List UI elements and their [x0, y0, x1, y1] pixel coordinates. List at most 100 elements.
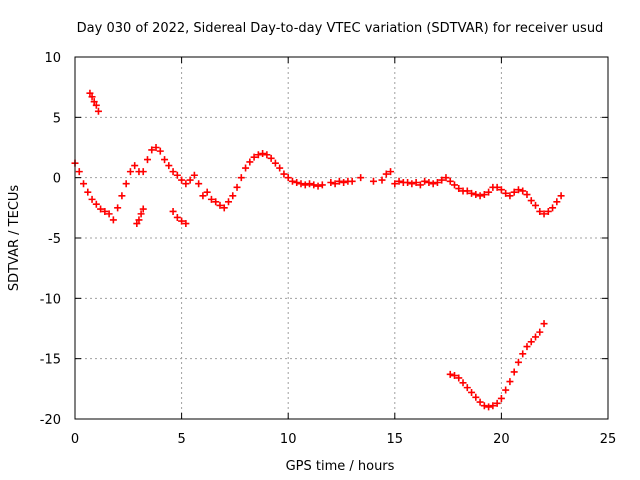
data-point [502, 386, 510, 394]
data-point [173, 171, 181, 179]
data-point [169, 207, 177, 215]
data-point [86, 89, 94, 97]
data-point [544, 207, 552, 215]
data-point [259, 150, 267, 158]
data-point [75, 168, 83, 176]
data-point [340, 178, 348, 186]
data-point [101, 207, 109, 215]
data-point [412, 178, 420, 186]
data-point [510, 188, 518, 196]
data-point [404, 178, 412, 186]
data-point [182, 220, 190, 228]
data-point [476, 192, 484, 200]
data-point [80, 180, 88, 188]
data-point [92, 200, 100, 208]
data-point [348, 177, 356, 185]
data-point [497, 186, 505, 194]
data-point [135, 216, 143, 224]
data-point [195, 180, 203, 188]
data-point [476, 398, 484, 406]
data-point [199, 192, 207, 200]
data-point [446, 177, 454, 185]
y-tick-label: -5 [48, 232, 61, 247]
axes: 0 5 10 15 20 25 10 5 0 -5 -10 -15 -20 [40, 51, 617, 447]
data-point [182, 180, 190, 188]
data-point [220, 204, 228, 212]
data-point [165, 162, 173, 170]
data-point [161, 156, 169, 164]
data-point [382, 170, 390, 178]
data-point [540, 210, 548, 218]
data-point [506, 378, 514, 386]
data-point [88, 195, 96, 203]
x-tick-label: 5 [177, 432, 185, 447]
x-axis-label: GPS time / hours [286, 459, 395, 474]
data-point [114, 204, 122, 212]
data-point [514, 186, 522, 194]
plot-frame [74, 56, 609, 420]
data-point [118, 192, 126, 200]
data-point [190, 171, 198, 179]
data-point [90, 98, 98, 106]
data-point [387, 168, 395, 176]
data-point [331, 180, 339, 188]
data-point [186, 176, 194, 184]
grid [75, 57, 608, 419]
data-point [88, 93, 96, 101]
data-point [133, 220, 141, 228]
data-point [271, 159, 279, 167]
data-point [378, 176, 386, 184]
data-point [327, 178, 335, 186]
data-point [553, 198, 561, 206]
data-point [463, 187, 471, 195]
data-point [152, 144, 160, 151]
data-point [510, 368, 518, 376]
data-point [318, 181, 326, 189]
data-point [429, 180, 437, 188]
data-point [502, 189, 510, 197]
data-point [416, 181, 424, 189]
data-point [536, 328, 544, 336]
data-point [395, 177, 403, 185]
data-series [71, 89, 565, 411]
data-point [489, 402, 497, 410]
data-point [335, 177, 343, 185]
data-point [459, 379, 467, 387]
data-point [131, 162, 139, 170]
data-point [455, 374, 463, 382]
y-tick-label: -15 [40, 353, 61, 368]
data-point [288, 177, 296, 185]
data-point [438, 176, 446, 184]
data-point [557, 192, 565, 200]
data-point [463, 384, 471, 392]
data-point [408, 180, 416, 188]
data-point [391, 180, 399, 188]
data-point [143, 156, 151, 164]
data-point [92, 101, 100, 109]
data-point [442, 174, 450, 182]
data-point [178, 217, 186, 225]
data-point [280, 170, 288, 178]
y-tick-label: -10 [40, 292, 61, 307]
data-point [310, 181, 318, 189]
data-point [425, 178, 433, 186]
data-point [156, 147, 164, 155]
data-point [306, 180, 314, 188]
y-tick-label: -20 [40, 413, 61, 428]
data-point [485, 403, 493, 411]
data-point [297, 180, 305, 188]
data-point [216, 201, 224, 209]
data-point [485, 188, 493, 196]
data-point [212, 198, 220, 206]
data-point [527, 338, 535, 346]
y-tick-label: 5 [53, 111, 61, 126]
data-point [203, 188, 211, 196]
data-point [254, 151, 262, 159]
x-tick-label: 10 [280, 432, 297, 447]
data-point [493, 183, 501, 191]
data-point [314, 182, 322, 190]
data-point [242, 164, 250, 172]
data-point [97, 205, 105, 213]
chart-title: Day 030 of 2022, Sidereal Day-to-day VTE… [77, 21, 604, 36]
